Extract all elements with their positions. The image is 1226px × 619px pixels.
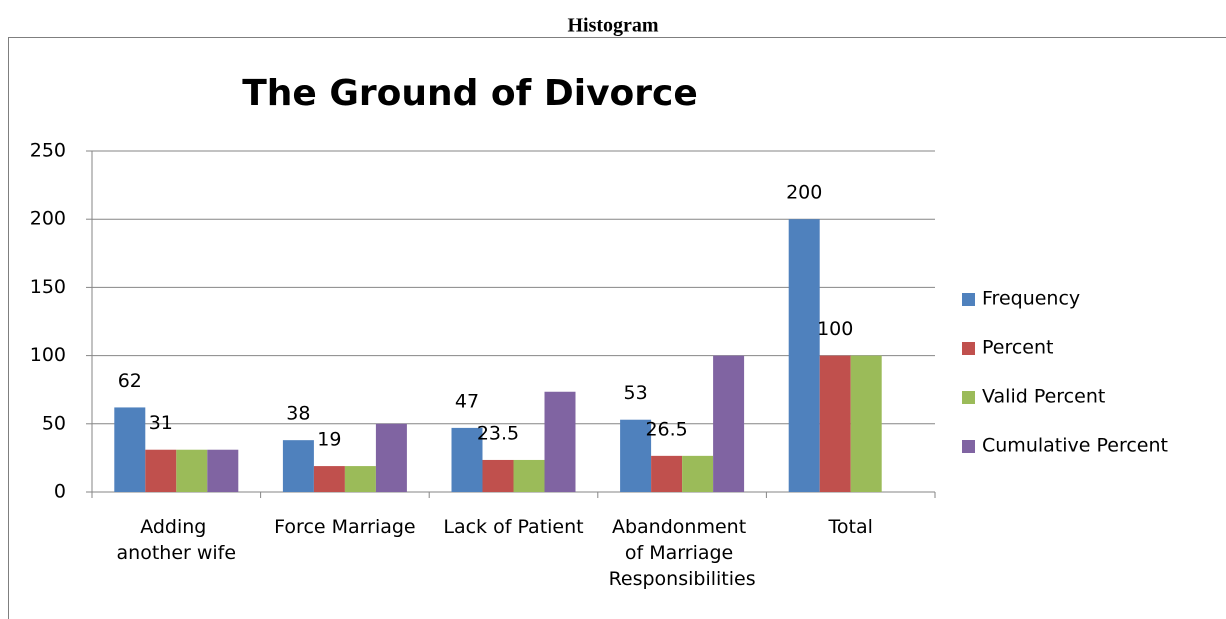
- bar: [145, 449, 177, 492]
- bar: [819, 355, 851, 492]
- bar: [850, 355, 882, 492]
- x-tick-label: Force Marriage: [274, 516, 415, 538]
- x-tick-label: Total: [828, 516, 873, 538]
- y-tick-label: 100: [30, 344, 66, 366]
- caption: Histogram: [567, 15, 658, 37]
- legend-swatch: [962, 342, 975, 355]
- bar: [176, 449, 208, 492]
- data-label: 23.5: [477, 422, 519, 444]
- bar: [651, 455, 683, 492]
- chart-border: [8, 37, 1226, 619]
- legend-label: Cumulative Percent: [982, 435, 1168, 457]
- data-label: 31: [149, 412, 173, 434]
- x-tick-label: Lack of Patient: [443, 516, 583, 538]
- data-label: 53: [624, 382, 648, 404]
- data-label: 62: [118, 370, 142, 392]
- data-label: 200: [786, 182, 822, 204]
- bar: [344, 466, 376, 492]
- x-tick-label: Abandonment of Marriage Responsibilities: [609, 516, 756, 590]
- y-tick-label: 200: [30, 208, 66, 230]
- y-tick-label: 50: [42, 412, 66, 434]
- bar: [375, 423, 407, 492]
- bar: [513, 459, 545, 492]
- data-label: 38: [286, 403, 310, 425]
- y-tick-label: 0: [54, 481, 66, 503]
- chart-title: The Ground of Divorce: [242, 73, 698, 114]
- y-tick-label: 250: [30, 140, 66, 162]
- bar: [620, 419, 652, 492]
- legend-label: Frequency: [982, 288, 1080, 310]
- data-label: 19: [317, 429, 341, 451]
- bar: [451, 427, 483, 492]
- bar: [788, 219, 820, 492]
- data-label: 26.5: [645, 418, 687, 440]
- bar: [682, 455, 714, 492]
- legend-swatch: [962, 440, 975, 453]
- legend-label: Percent: [982, 337, 1054, 359]
- bar: [544, 391, 576, 492]
- bar: [114, 407, 146, 492]
- bar: [482, 459, 514, 492]
- x-tick-label: Adding another wife: [117, 516, 237, 564]
- legend-label: Valid Percent: [982, 386, 1105, 408]
- y-tick-label: 150: [30, 276, 66, 298]
- bar: [282, 440, 314, 492]
- bar: [313, 466, 345, 492]
- data-label: 100: [817, 318, 853, 340]
- legend-swatch: [962, 391, 975, 404]
- data-label: 47: [455, 390, 479, 412]
- bar: [713, 355, 745, 492]
- legend-swatch: [962, 293, 975, 306]
- bar: [207, 449, 239, 492]
